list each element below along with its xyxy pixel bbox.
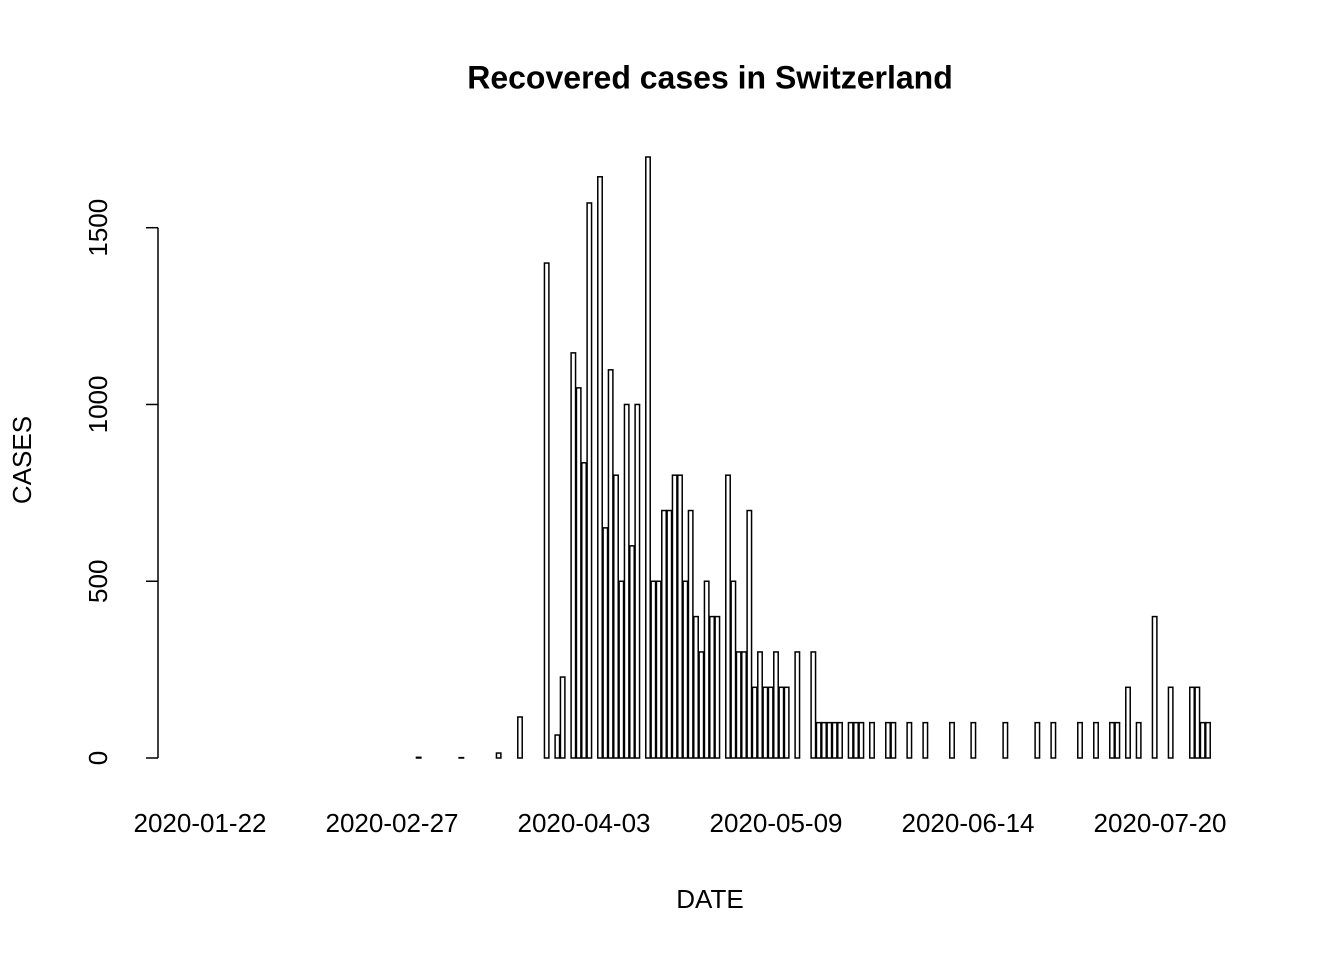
x-tick-label: 2020-04-03	[518, 808, 651, 838]
bar	[1135, 721, 1142, 759]
y-tick-label: 500	[83, 560, 113, 603]
bar	[778, 686, 785, 759]
y-tick-label: 1500	[83, 199, 113, 257]
bar	[629, 545, 635, 759]
bar	[746, 509, 753, 759]
bar	[650, 580, 657, 759]
bar	[1205, 721, 1211, 759]
x-tick-label: 2020-02-27	[326, 808, 459, 838]
bar	[837, 721, 843, 759]
bar	[613, 474, 619, 759]
bar	[725, 474, 731, 759]
y-tick-label: 0	[83, 751, 113, 765]
bar	[906, 721, 913, 759]
bar	[1093, 721, 1099, 759]
bar	[495, 752, 502, 759]
bar	[970, 721, 977, 759]
bar	[821, 721, 827, 759]
bar	[1151, 615, 1158, 759]
bar	[741, 651, 747, 759]
bar	[922, 721, 929, 759]
bar	[581, 462, 587, 759]
bar	[810, 651, 817, 759]
bar	[559, 676, 566, 759]
bar	[1125, 686, 1131, 759]
bar	[794, 651, 801, 759]
bar	[826, 721, 833, 759]
bar	[586, 202, 593, 759]
bar	[687, 509, 694, 759]
bar	[607, 369, 614, 759]
bar	[1194, 686, 1201, 759]
bar	[757, 651, 763, 759]
bar	[661, 509, 667, 759]
bar	[677, 474, 683, 759]
bar	[815, 721, 822, 759]
bar	[597, 176, 603, 759]
y-axis-label: CASES	[7, 416, 37, 504]
bar	[1034, 721, 1041, 759]
chart-title: Recovered cases in Switzerland	[467, 59, 953, 95]
bar	[762, 686, 769, 759]
x-tick-label: 2020-06-14	[902, 808, 1035, 838]
bar	[773, 651, 779, 759]
bar	[709, 615, 715, 759]
bar	[1050, 721, 1057, 759]
bar	[853, 721, 859, 759]
bar	[1077, 721, 1083, 759]
bar	[682, 580, 689, 759]
bar	[858, 721, 865, 759]
x-tick-label: 2020-05-09	[710, 808, 843, 838]
bar	[698, 651, 705, 759]
bar	[751, 686, 758, 759]
bar	[1167, 686, 1174, 759]
bar	[666, 509, 673, 759]
bar	[543, 262, 550, 759]
x-tick-label: 2020-07-20	[1094, 808, 1227, 838]
bar	[885, 721, 891, 759]
bar	[730, 580, 737, 759]
bar	[735, 651, 742, 759]
bar	[554, 734, 561, 759]
bar	[783, 686, 790, 759]
bar	[714, 615, 721, 759]
x-tick-label: 2020-01-22	[134, 808, 267, 838]
bar	[623, 403, 630, 759]
bar	[693, 615, 699, 759]
bar	[703, 580, 710, 759]
bar	[517, 716, 523, 759]
bar	[1002, 721, 1009, 759]
bar	[602, 527, 609, 759]
bar	[890, 721, 897, 759]
bar	[655, 580, 662, 759]
bar	[831, 721, 838, 759]
bar	[847, 721, 854, 759]
bar	[1189, 686, 1195, 759]
bar	[949, 721, 955, 759]
x-axis-label: DATE	[676, 884, 743, 914]
bar	[618, 580, 625, 759]
bar	[575, 387, 582, 759]
bar	[645, 156, 651, 759]
bar	[1109, 721, 1115, 759]
bar	[1199, 721, 1206, 759]
bar	[671, 474, 678, 759]
bar	[634, 403, 641, 759]
bar	[415, 756, 422, 759]
y-tick-label: 1000	[83, 376, 113, 434]
bar	[767, 686, 774, 759]
bar	[869, 721, 875, 759]
bar	[570, 352, 577, 759]
bar	[1114, 721, 1121, 759]
